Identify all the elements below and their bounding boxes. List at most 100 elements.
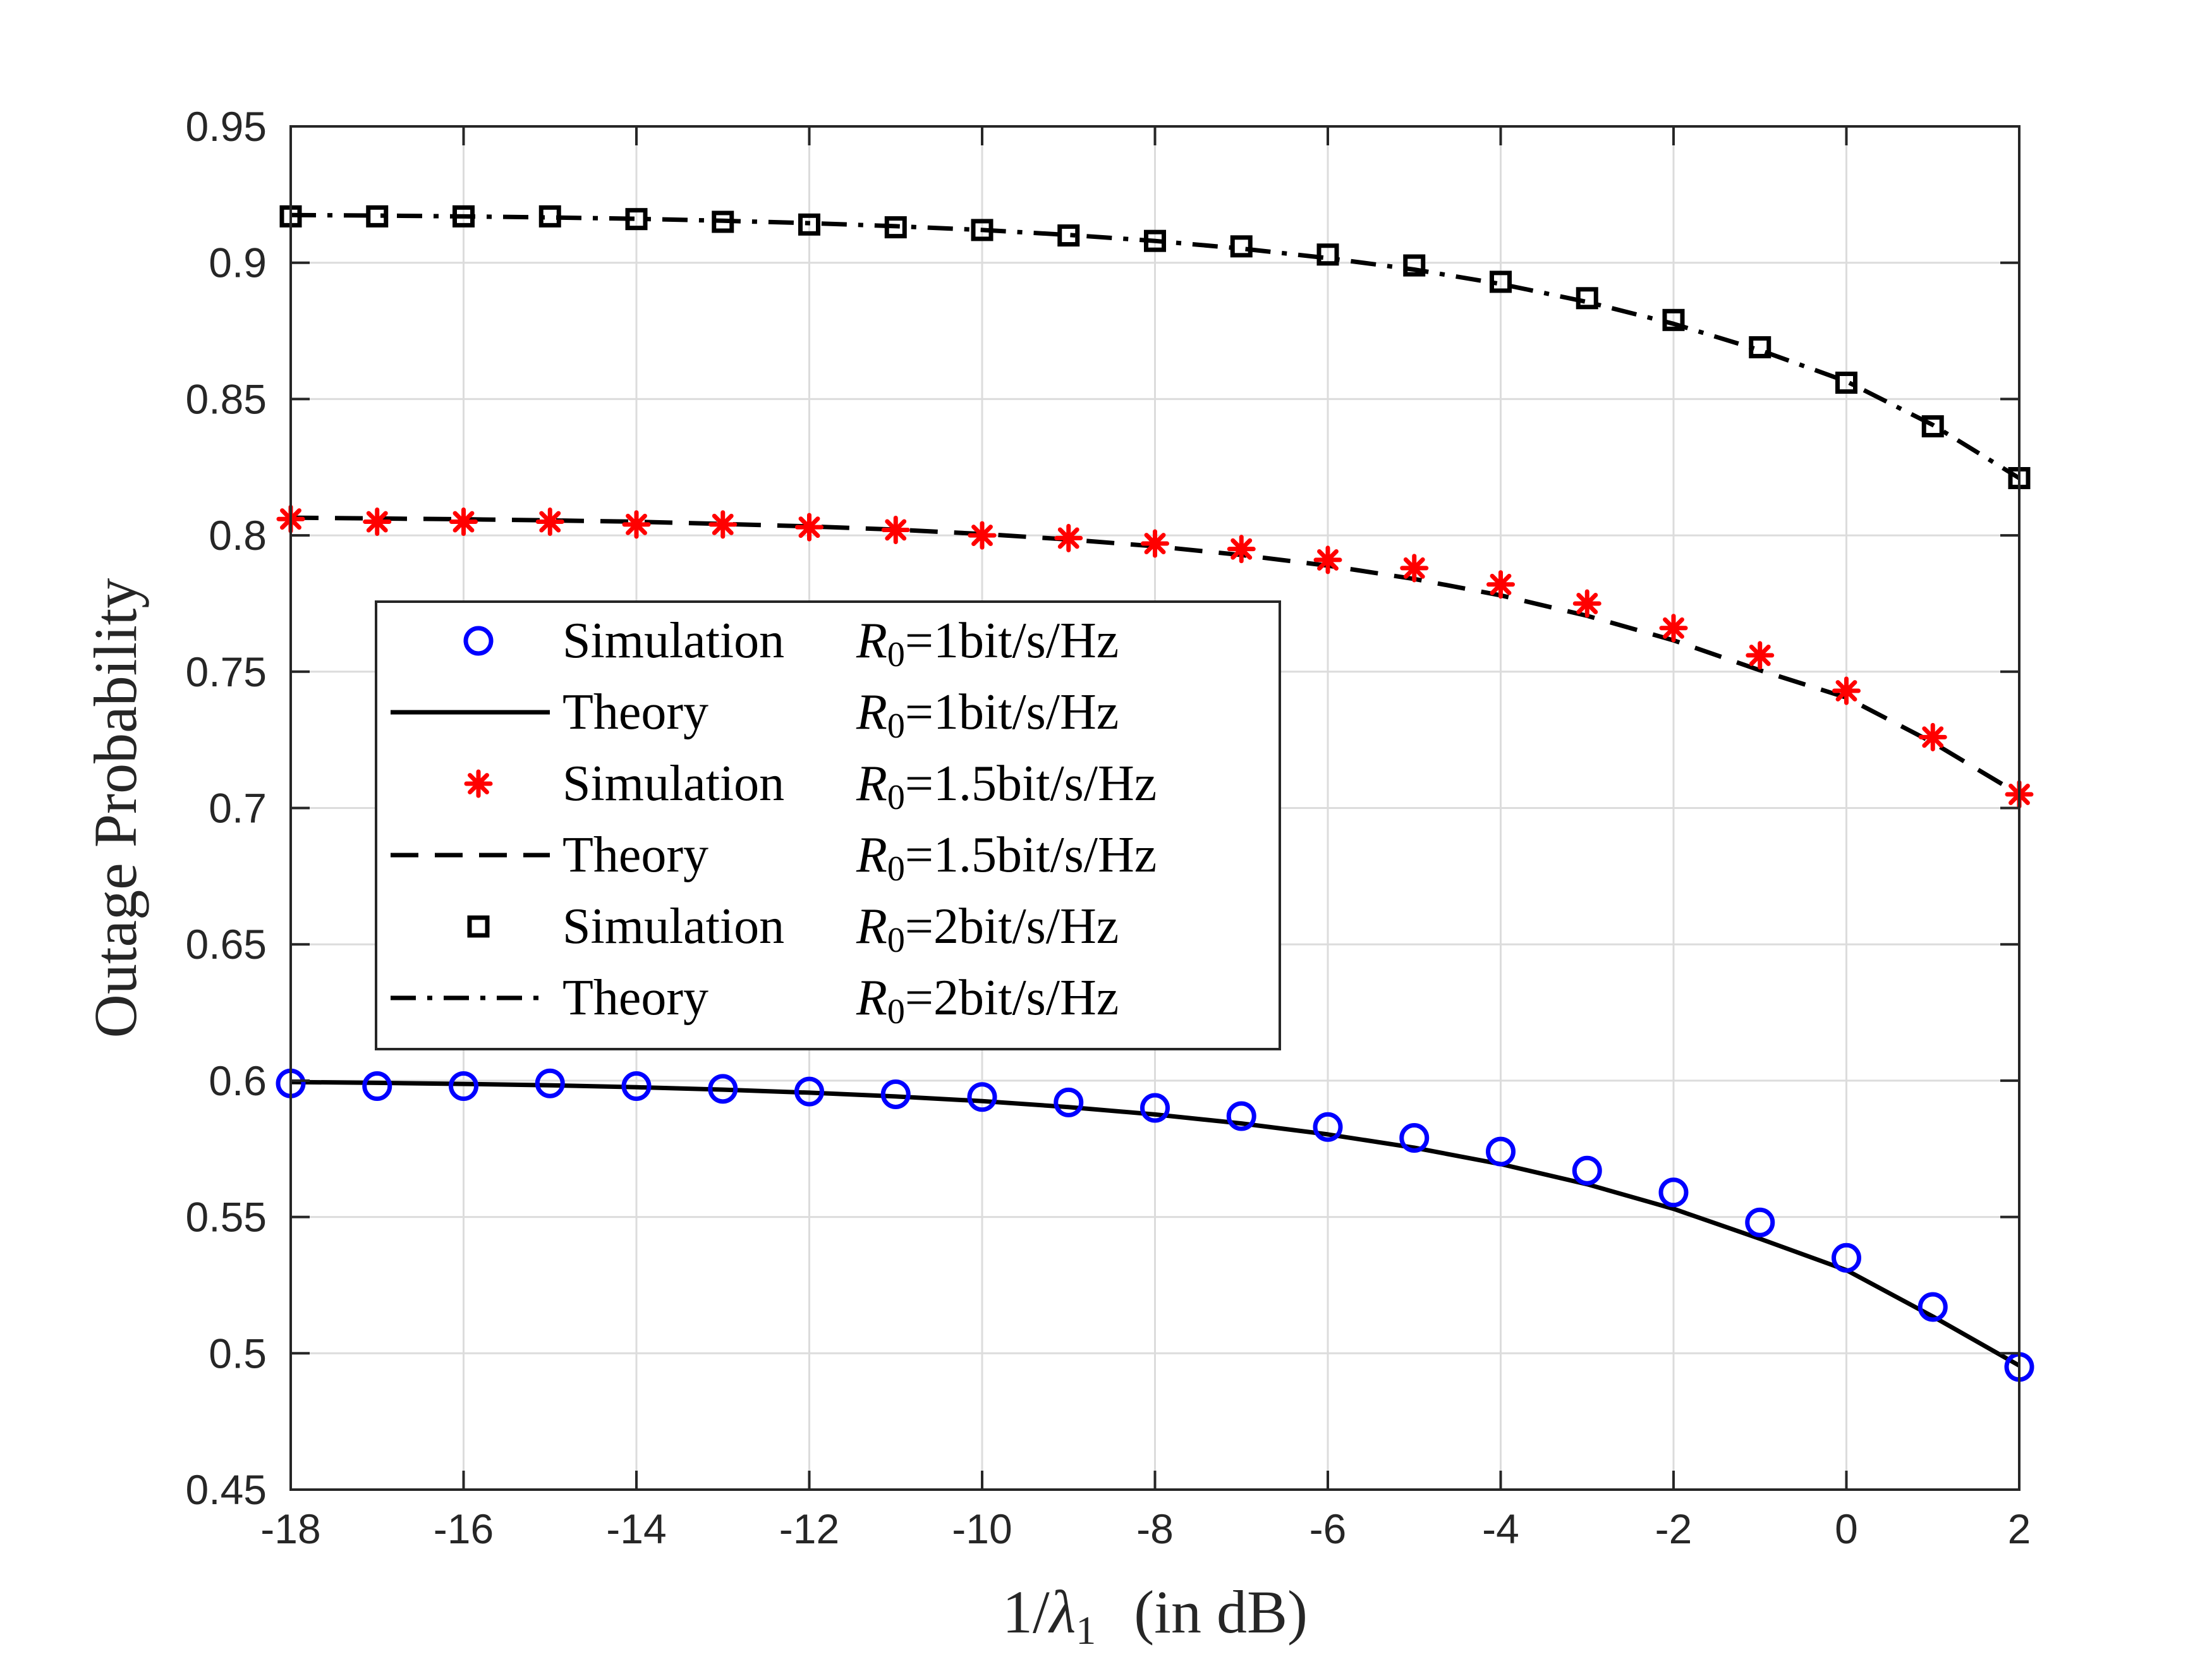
- y-tick-label: 0.5: [209, 1330, 267, 1376]
- data-point: [362, 1071, 392, 1102]
- data-point: [1313, 1112, 1343, 1142]
- legend: Simulation R0=1bit/s/Hz Theory R0=1bit/s/Hz…: [375, 600, 1281, 1050]
- x-tick-label: 2: [2008, 1505, 2031, 1552]
- data-point: [1054, 1087, 1084, 1117]
- data-point: [884, 216, 907, 239]
- data-point: [1054, 523, 1083, 552]
- data-point: [1227, 535, 1256, 564]
- legend-label-rate: R0=1.5bit/s/Hz: [856, 827, 1157, 889]
- data-point: [1832, 1243, 1861, 1273]
- data-point: [366, 205, 389, 228]
- data-point: [1057, 224, 1080, 247]
- legend-box: [375, 600, 1281, 1050]
- data-point: [1835, 372, 1857, 394]
- series-line: [290, 1079, 2021, 1368]
- data-point: [1226, 1101, 1256, 1131]
- legend-label-kind: Simulation: [562, 613, 784, 669]
- data-point: [622, 510, 651, 539]
- legend-label-rate: R0=1bit/s/Hz: [856, 684, 1119, 746]
- x-tick-label: -14: [606, 1505, 666, 1552]
- data-point: [1921, 415, 1944, 438]
- x-axis-title-subscript: 1: [1076, 1608, 1096, 1653]
- data-point: [1749, 336, 1771, 358]
- data-point: [449, 507, 478, 537]
- legend-swatch-marker: [463, 626, 494, 656]
- legend-label-rate: R0=2bit/s/Hz: [856, 970, 1119, 1031]
- data-point: [1658, 1177, 1689, 1208]
- data-point: [449, 1071, 478, 1102]
- data-point: [1313, 545, 1342, 574]
- data-point: [1832, 676, 1861, 705]
- x-tick-label: -12: [779, 1505, 839, 1552]
- y-tick-label: 0.65: [186, 921, 267, 968]
- x-axis-title-prefix: 1/: [1002, 1578, 1050, 1646]
- data-point: [1572, 589, 1601, 618]
- legend-entry: Simulation R0=1.5bit/s/Hz: [464, 756, 1157, 817]
- y-tick-label: 0.7: [209, 785, 267, 832]
- y-tick-label: 0.6: [209, 1057, 267, 1104]
- y-tick-label: 0.95: [186, 103, 267, 150]
- data-point: [1572, 1155, 1602, 1186]
- x-tick-label: -6: [1310, 1505, 1347, 1552]
- data-point: [1403, 254, 1426, 277]
- data-point: [708, 510, 738, 539]
- data-point: [453, 205, 475, 228]
- data-point: [1141, 529, 1169, 558]
- data-point: [535, 507, 564, 537]
- y-tick-label: 0.8: [209, 512, 267, 559]
- data-point: [621, 1071, 652, 1102]
- data-point: [1316, 243, 1339, 266]
- y-tick-label: 0.75: [186, 648, 267, 695]
- x-axis-title-symbol: λ: [1048, 1578, 1076, 1646]
- data-point: [1486, 1136, 1516, 1167]
- data-point: [363, 507, 392, 537]
- data-point: [795, 513, 823, 542]
- legend-label-rate: R0=1.5bit/s/Hz: [856, 756, 1157, 817]
- data-point: [1576, 287, 1598, 310]
- data-point: [1662, 308, 1685, 331]
- x-tick-label: 0: [1835, 1505, 1858, 1552]
- legend-label-kind: Theory: [562, 827, 708, 883]
- data-point: [1486, 570, 1515, 599]
- x-tick-label: -10: [952, 1505, 1012, 1552]
- x-tick-label: -4: [1482, 1505, 1519, 1552]
- x-tick-label: -18: [260, 1505, 320, 1552]
- data-point: [708, 1074, 738, 1104]
- legend-label-rate: R0=2bit/s/Hz: [856, 899, 1119, 960]
- y-tick-label: 0.45: [186, 1466, 267, 1513]
- data-point: [968, 521, 997, 550]
- data-point: [798, 213, 820, 236]
- legend-entry: Theory R0=1.5bit/s/Hz: [391, 827, 1157, 889]
- y-tick-label: 0.55: [186, 1194, 267, 1241]
- x-tick-label: -8: [1136, 1505, 1174, 1552]
- legend-label-kind: Simulation: [562, 756, 784, 811]
- data-point: [1745, 1207, 1775, 1237]
- x-tick-label: -16: [434, 1505, 494, 1552]
- y-tick-labels: 0.45 0.5 0.55 0.6 0.65 0.7 0.75 0.8 0.85 0.9 0.95: [186, 103, 267, 1513]
- data-point: [1659, 614, 1688, 643]
- data-point: [625, 208, 648, 231]
- data-point: [967, 1082, 997, 1112]
- data-point: [1399, 1122, 1430, 1153]
- legend-entry: Simulation R0=1bit/s/Hz: [463, 613, 1119, 674]
- legend-entry: Theory R0=2bit/s/Hz: [391, 970, 1119, 1031]
- data-point: [881, 515, 910, 544]
- axis-ticks: [289, 125, 2021, 1491]
- data-point: [1918, 722, 1947, 751]
- x-tick-label: -2: [1655, 1505, 1692, 1552]
- data-point: [712, 210, 734, 233]
- y-tick-label: 0.9: [209, 240, 267, 286]
- y-axis-title: Outage Probability: [82, 578, 149, 1038]
- data-point: [1490, 270, 1512, 293]
- legend-entry: Theory R0=1bit/s/Hz: [391, 684, 1119, 746]
- legend-label-rate: R0=1bit/s/Hz: [856, 613, 1119, 674]
- data-point: [1144, 229, 1166, 252]
- data-point: [1400, 554, 1429, 583]
- data-point: [535, 1068, 565, 1098]
- series-line: [290, 212, 2021, 480]
- data-point: [1746, 641, 1775, 670]
- data-point: [1917, 1292, 1948, 1322]
- data-point: [1230, 235, 1253, 258]
- data-point: [971, 219, 994, 241]
